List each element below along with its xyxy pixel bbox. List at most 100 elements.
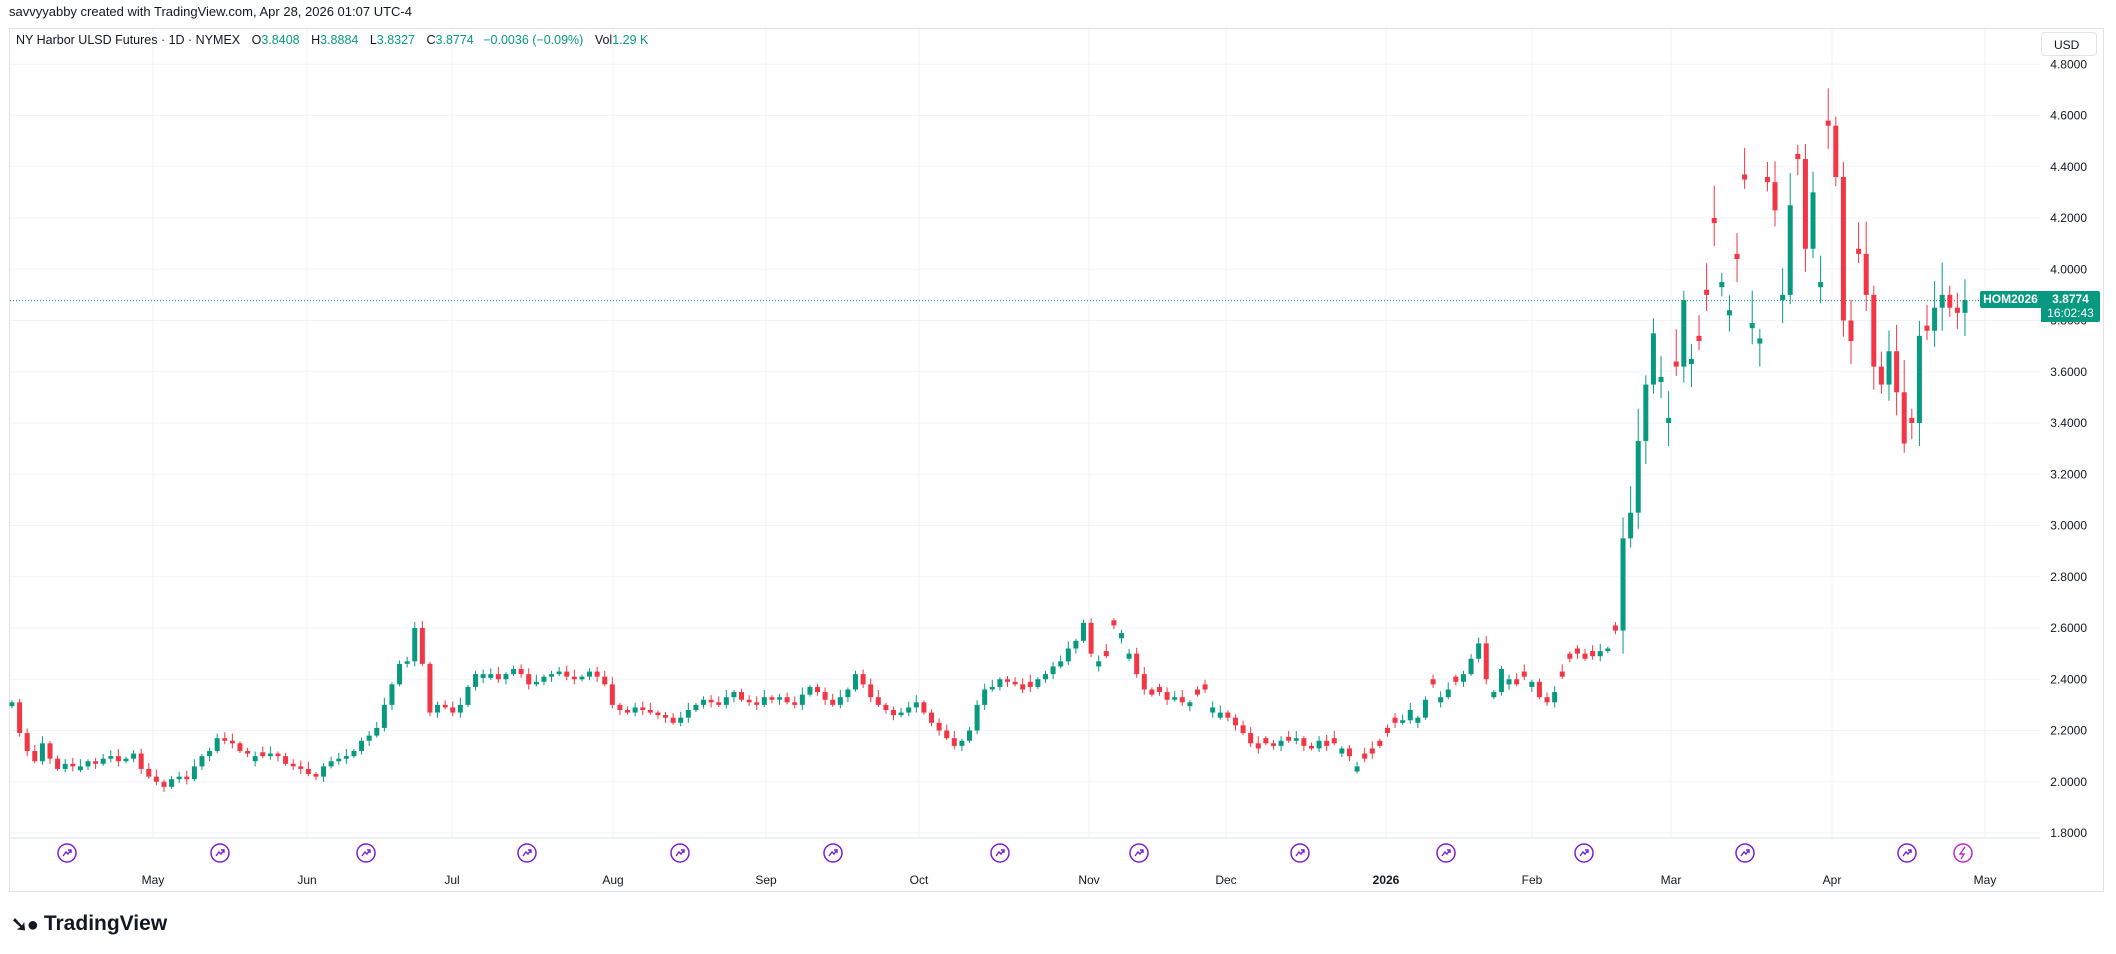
- event-markers: [57, 843, 1973, 863]
- candle-body: [974, 704, 980, 731]
- candle: [1673, 329, 1679, 376]
- candle-body: [305, 768, 311, 775]
- candle: [1324, 734, 1330, 751]
- candle: [1932, 281, 1938, 347]
- candle-body: [1255, 743, 1261, 749]
- candle: [32, 745, 38, 764]
- candle-body: [473, 674, 479, 687]
- candle-body: [1704, 289, 1710, 295]
- y-tick-label: 1.8000: [2050, 826, 2087, 840]
- candle: [176, 772, 182, 783]
- candle: [609, 677, 615, 709]
- candle-body: [1232, 717, 1238, 726]
- dividend-event-icon[interactable]: [1897, 843, 1917, 863]
- candle-body: [837, 697, 843, 705]
- candle-body: [419, 628, 425, 664]
- candle: [9, 700, 15, 709]
- candle: [526, 668, 532, 690]
- chart-frame[interactable]: [9, 28, 2104, 892]
- candle: [769, 695, 775, 704]
- dividend-event-icon[interactable]: [1129, 843, 1149, 863]
- trend-glyph: [995, 849, 1005, 857]
- candle-body: [1278, 740, 1284, 746]
- candle: [746, 695, 752, 706]
- candle: [815, 683, 821, 696]
- candle-body: [929, 712, 935, 723]
- candle-body: [609, 684, 615, 705]
- dividend-event-icon[interactable]: [1436, 843, 1456, 863]
- candle: [1863, 221, 1869, 312]
- dividend-event-icon[interactable]: [356, 843, 376, 863]
- candle: [1050, 661, 1056, 680]
- high-label: H: [311, 33, 321, 47]
- candle-body: [716, 702, 722, 705]
- dividend-event-icon[interactable]: [670, 843, 690, 863]
- event-circle: [1953, 843, 1973, 863]
- candle-body: [389, 684, 395, 705]
- symbol-title[interactable]: NY Harbor ULSD Futures · 1D · NYMEX: [16, 33, 241, 47]
- dividend-event-icon[interactable]: [1574, 843, 1594, 863]
- dividend-event-icon[interactable]: [1735, 843, 1755, 863]
- candle: [1848, 299, 1854, 365]
- dividend-event-icon[interactable]: [57, 843, 77, 863]
- tradingview-logo[interactable]: ➘● TradingView: [11, 912, 167, 936]
- candle-body: [1719, 282, 1725, 288]
- lightning-event-icon[interactable]: [1953, 843, 1973, 863]
- candle: [374, 722, 380, 738]
- candle-body: [1681, 300, 1687, 367]
- candle: [336, 752, 342, 765]
- bar-countdown: 16:02:43: [2047, 306, 2094, 320]
- candle: [982, 683, 988, 710]
- candle-body: [1270, 743, 1276, 746]
- candle-body: [1369, 748, 1375, 754]
- y-tick-label: 4.2000: [2050, 211, 2087, 225]
- candle: [1590, 645, 1596, 660]
- candle-body: [480, 674, 486, 678]
- candle-body: [457, 704, 463, 713]
- candle-body: [1476, 643, 1482, 659]
- candle-body: [739, 692, 745, 700]
- dividend-event-icon[interactable]: [517, 843, 537, 863]
- candle-body: [252, 756, 258, 762]
- dividend-event-icon[interactable]: [1290, 843, 1310, 863]
- candle: [1764, 162, 1770, 192]
- candle-body: [1650, 333, 1656, 385]
- candle: [351, 748, 357, 759]
- candle: [1529, 679, 1535, 693]
- candle: [488, 668, 494, 681]
- candle: [587, 668, 593, 681]
- candle-body: [541, 676, 547, 682]
- low-value: 3.8327: [376, 33, 416, 47]
- close-value: 3.8774: [435, 33, 474, 47]
- candle-body: [131, 753, 137, 759]
- candle-body: [1901, 392, 1907, 444]
- x-tick-label: Oct: [910, 873, 929, 887]
- dividend-event-icon[interactable]: [210, 843, 230, 863]
- candle-body: [298, 766, 304, 769]
- candle-body: [1894, 351, 1900, 393]
- dividend-event-icon[interactable]: [990, 843, 1010, 863]
- candle: [1886, 330, 1892, 401]
- currency-button[interactable]: USD: [2041, 32, 2097, 56]
- candle-body: [1871, 294, 1877, 367]
- candle-body: [1863, 253, 1869, 295]
- candle-body: [1392, 717, 1398, 723]
- candle: [245, 747, 251, 758]
- low-label: L: [369, 33, 377, 47]
- candle: [951, 731, 957, 750]
- candle: [1027, 674, 1033, 693]
- y-tick-label: 3.2000: [2050, 467, 2087, 481]
- candle-body: [1916, 335, 1922, 423]
- dividend-event-icon[interactable]: [823, 843, 843, 863]
- candle-body: [85, 761, 91, 767]
- candle-body: [663, 715, 669, 718]
- candle-body: [511, 669, 517, 675]
- candle-body: [245, 751, 251, 754]
- y-tick-label: 2.6000: [2050, 621, 2087, 635]
- candle-body: [708, 699, 714, 703]
- candle-body: [465, 686, 471, 705]
- candle: [1377, 738, 1383, 748]
- candle: [222, 732, 228, 745]
- candle-body: [891, 710, 897, 716]
